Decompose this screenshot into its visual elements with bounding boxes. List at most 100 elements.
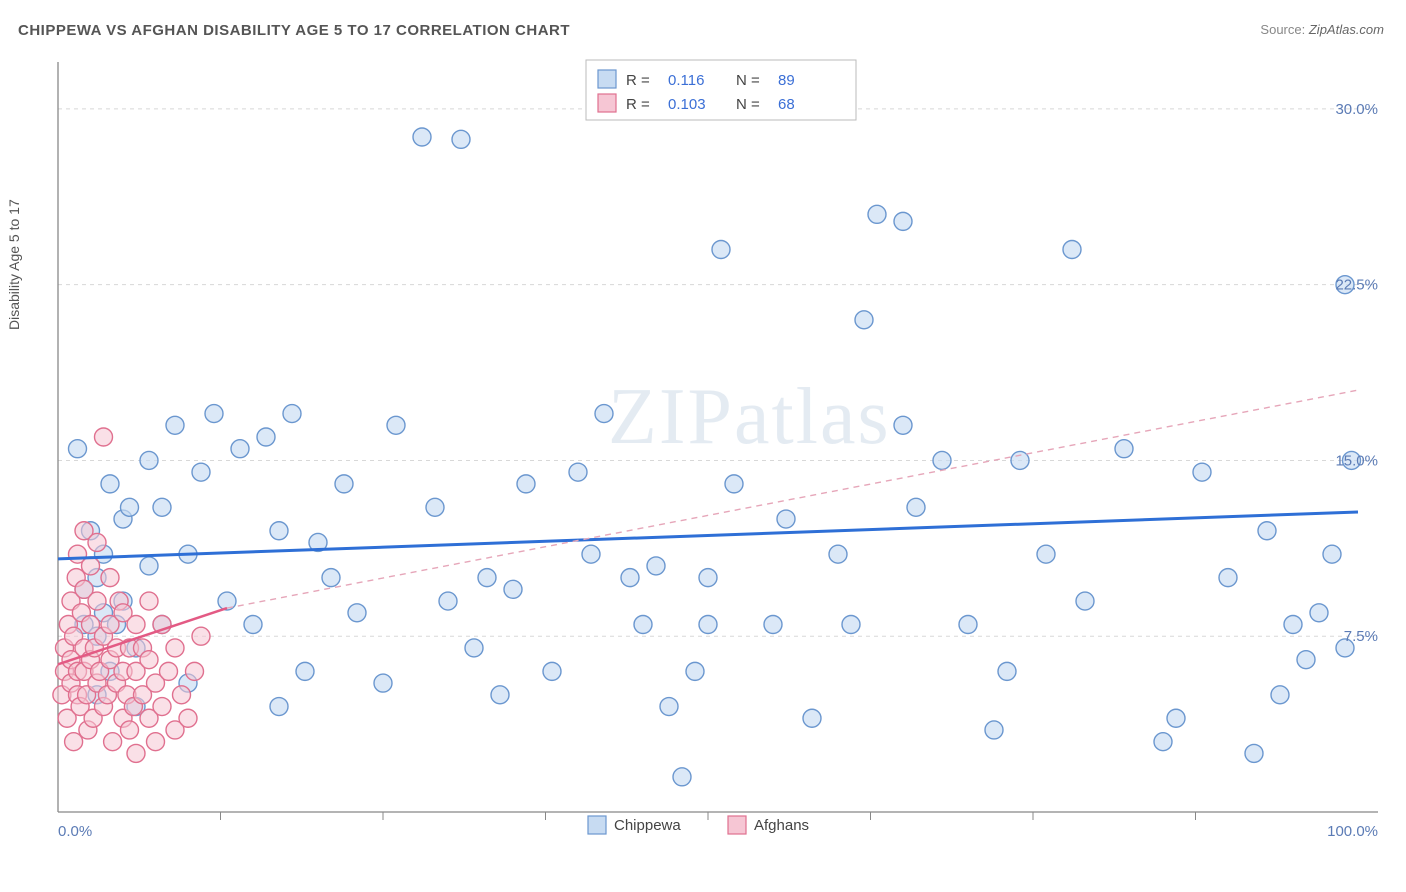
data-point: [95, 428, 113, 446]
data-point: [894, 416, 912, 434]
data-point: [1258, 522, 1276, 540]
data-point: [270, 522, 288, 540]
data-point: [127, 616, 145, 634]
data-point: [104, 733, 122, 751]
trend-line-chippewa: [58, 512, 1358, 559]
data-point: [855, 311, 873, 329]
data-point: [634, 616, 652, 634]
data-point: [777, 510, 795, 528]
data-point: [387, 416, 405, 434]
source-label: Source:: [1260, 22, 1305, 37]
y-tick-label: 15.0%: [1335, 452, 1378, 469]
data-point: [764, 616, 782, 634]
data-point: [121, 721, 139, 739]
data-point: [153, 698, 171, 716]
data-point: [842, 616, 860, 634]
legend-n-label: N =: [736, 96, 760, 113]
data-point: [1037, 545, 1055, 563]
data-point: [374, 674, 392, 692]
data-point: [829, 545, 847, 563]
data-point: [985, 721, 1003, 739]
data-point: [868, 205, 886, 223]
data-point: [192, 627, 210, 645]
legend-swatch: [598, 94, 616, 112]
data-point: [478, 569, 496, 587]
data-point: [504, 580, 522, 598]
data-point: [160, 662, 178, 680]
data-point: [1323, 545, 1341, 563]
data-point: [1076, 592, 1094, 610]
data-point: [452, 130, 470, 148]
data-point: [1115, 440, 1133, 458]
data-point: [1245, 744, 1263, 762]
y-tick-label: 30.0%: [1335, 101, 1378, 118]
y-axis-label: Disability Age 5 to 17: [6, 199, 22, 330]
data-point: [179, 709, 197, 727]
data-point: [283, 405, 301, 423]
data-point: [660, 698, 678, 716]
data-point: [335, 475, 353, 493]
data-point: [413, 128, 431, 146]
legend-r-label: R =: [626, 72, 650, 89]
data-point: [1219, 569, 1237, 587]
data-point: [140, 592, 158, 610]
data-point: [153, 498, 171, 516]
data-point: [322, 569, 340, 587]
data-point: [121, 498, 139, 516]
data-point: [101, 569, 119, 587]
data-point: [1310, 604, 1328, 622]
data-point: [82, 557, 100, 575]
data-point: [894, 212, 912, 230]
data-point: [647, 557, 665, 575]
chart-title: CHIPPEWA VS AFGHAN DISABILITY AGE 5 TO 1…: [18, 22, 570, 39]
data-point: [621, 569, 639, 587]
legend-r-label: R =: [626, 96, 650, 113]
data-point: [270, 698, 288, 716]
data-point: [1193, 463, 1211, 481]
data-point: [1271, 686, 1289, 704]
y-tick-label: 22.5%: [1335, 277, 1378, 294]
data-point: [959, 616, 977, 634]
data-point: [88, 533, 106, 551]
data-point: [166, 639, 184, 657]
data-point: [998, 662, 1016, 680]
data-point: [218, 592, 236, 610]
data-point: [205, 405, 223, 423]
data-point: [543, 662, 561, 680]
data-point: [673, 768, 691, 786]
data-point: [426, 498, 444, 516]
legend-swatch: [588, 816, 606, 834]
data-point: [1284, 616, 1302, 634]
data-point: [348, 604, 366, 622]
data-point: [192, 463, 210, 481]
legend-n-value: 68: [778, 96, 795, 113]
data-point: [803, 709, 821, 727]
scatter-chart: 7.5%15.0%22.5%30.0%0.0%100.0%R =0.116N =…: [48, 52, 1388, 842]
data-point: [244, 616, 262, 634]
source-value: ZipAtlas.com: [1309, 22, 1384, 37]
data-point: [725, 475, 743, 493]
data-point: [569, 463, 587, 481]
legend-swatch: [728, 816, 746, 834]
data-point: [147, 733, 165, 751]
data-point: [517, 475, 535, 493]
data-point: [439, 592, 457, 610]
data-point: [699, 616, 717, 634]
x-tick-label: 0.0%: [58, 823, 92, 840]
data-point: [231, 440, 249, 458]
data-point: [296, 662, 314, 680]
x-tick-label: 100.0%: [1327, 823, 1378, 840]
data-point: [140, 557, 158, 575]
data-point: [933, 451, 951, 469]
data-point: [1297, 651, 1315, 669]
data-point: [595, 405, 613, 423]
legend-n-label: N =: [736, 72, 760, 89]
y-tick-label: 7.5%: [1344, 628, 1378, 645]
data-point: [712, 241, 730, 259]
legend-n-value: 89: [778, 72, 795, 89]
legend-r-value: 0.103: [668, 96, 706, 113]
data-point: [140, 651, 158, 669]
data-point: [582, 545, 600, 563]
data-point: [1154, 733, 1172, 751]
data-point: [686, 662, 704, 680]
